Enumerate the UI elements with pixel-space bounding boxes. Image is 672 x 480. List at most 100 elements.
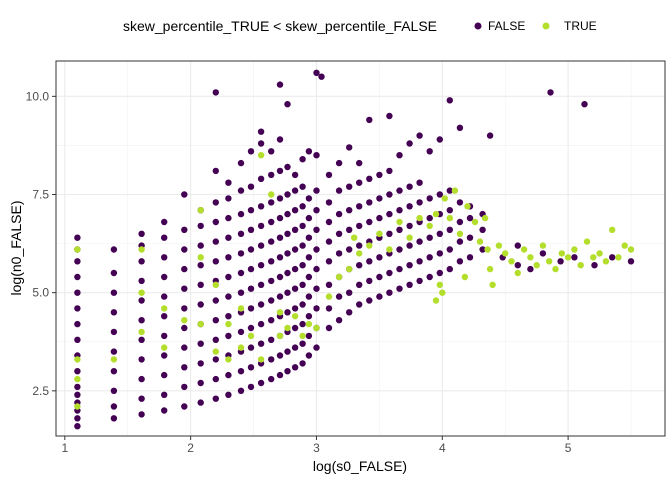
data-point <box>457 231 463 237</box>
data-point <box>603 258 609 264</box>
x-tick-label: 1 <box>61 441 68 455</box>
data-point <box>521 246 527 252</box>
data-point <box>213 297 219 303</box>
data-point <box>376 254 382 260</box>
data-point <box>496 242 502 248</box>
data-point <box>258 242 264 248</box>
data-point <box>447 215 453 221</box>
data-point <box>346 290 352 296</box>
data-point <box>258 129 264 135</box>
data-point <box>487 132 493 138</box>
data-point <box>161 313 167 319</box>
data-point <box>213 199 219 205</box>
data-point <box>406 235 412 241</box>
data-point <box>351 235 357 241</box>
data-point <box>306 313 312 319</box>
data-point <box>336 211 342 217</box>
data-point <box>326 199 332 205</box>
data-point <box>299 203 305 209</box>
data-point <box>527 266 533 272</box>
data-point <box>508 258 514 264</box>
data-point <box>313 286 319 292</box>
data-point <box>111 270 117 276</box>
data-point <box>268 199 274 205</box>
data-point <box>386 246 392 252</box>
data-point <box>437 231 443 237</box>
x-tick-label: 5 <box>565 441 572 455</box>
data-point <box>502 250 508 256</box>
data-point <box>277 254 283 260</box>
data-point <box>299 223 305 229</box>
data-point <box>366 199 372 205</box>
data-point <box>74 356 80 362</box>
data-point <box>111 415 117 421</box>
data-point <box>336 231 342 237</box>
data-point <box>213 258 219 264</box>
data-point <box>268 172 274 178</box>
data-point <box>238 250 244 256</box>
data-point <box>198 282 204 288</box>
data-point <box>313 152 319 158</box>
data-point <box>181 403 187 409</box>
data-point <box>447 97 453 103</box>
data-point <box>406 242 412 248</box>
data-point <box>225 333 231 339</box>
data-point <box>313 344 319 350</box>
data-point <box>74 384 80 390</box>
data-point <box>238 344 244 350</box>
data-point <box>326 238 332 244</box>
data-point <box>111 388 117 394</box>
data-point <box>198 262 204 268</box>
data-point <box>306 321 312 327</box>
data-point <box>427 195 433 201</box>
data-point <box>437 282 443 288</box>
data-point <box>248 305 254 311</box>
data-point <box>366 278 372 284</box>
data-point <box>313 227 319 233</box>
data-point <box>299 301 305 307</box>
data-point <box>326 325 332 331</box>
data-point <box>622 242 628 248</box>
data-point <box>336 317 342 323</box>
data-point <box>111 356 117 362</box>
data-point <box>225 215 231 221</box>
data-point <box>437 270 443 276</box>
data-point <box>346 207 352 213</box>
data-point <box>447 227 453 233</box>
data-point <box>336 160 342 166</box>
data-point <box>213 348 219 354</box>
data-point <box>111 403 117 409</box>
data-point <box>376 195 382 201</box>
data-point <box>258 262 264 268</box>
data-point <box>477 238 483 244</box>
data-point <box>534 262 540 268</box>
data-point <box>248 286 254 292</box>
data-point <box>198 207 204 213</box>
data-point <box>306 254 312 260</box>
data-point <box>238 305 244 311</box>
data-point <box>396 187 402 193</box>
data-point <box>138 278 144 284</box>
data-point <box>284 191 290 197</box>
data-point <box>138 376 144 382</box>
data-point <box>284 101 290 107</box>
legend-swatch-true <box>543 23 550 30</box>
data-point <box>198 301 204 307</box>
data-point <box>225 356 231 362</box>
data-point <box>447 207 453 213</box>
data-point <box>138 258 144 264</box>
data-point <box>313 325 319 331</box>
data-point <box>433 211 439 217</box>
data-point <box>161 333 167 339</box>
data-point <box>277 274 283 280</box>
data-point <box>225 392 231 398</box>
data-point <box>540 242 546 248</box>
data-point <box>161 344 167 350</box>
data-point <box>515 270 521 276</box>
data-point <box>433 297 439 303</box>
y-tick-label: 10.0 <box>26 89 50 103</box>
data-point <box>161 392 167 398</box>
data-point <box>181 191 187 197</box>
data-point <box>376 172 382 178</box>
